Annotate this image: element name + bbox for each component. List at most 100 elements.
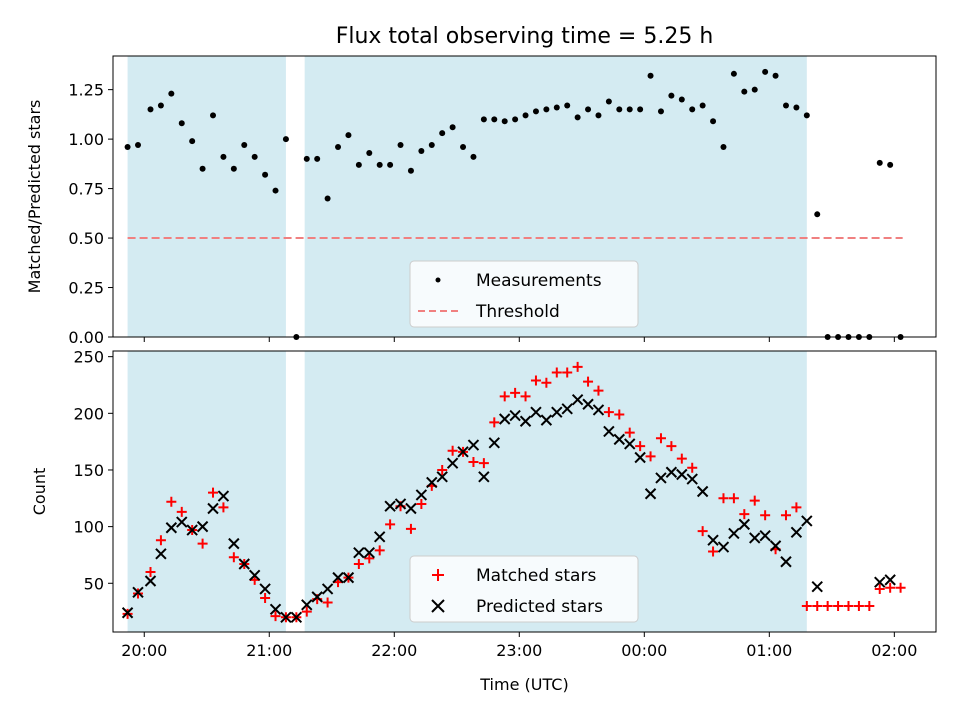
legend-label: Measurements [476, 271, 602, 291]
measurement-point [532, 108, 539, 115]
matched-star-point [551, 367, 562, 378]
matched-star-point [801, 600, 812, 611]
measurement-point [730, 70, 737, 77]
measurement-point [741, 88, 748, 95]
y-tick-label: 250 [73, 348, 104, 367]
predicted-star-point [207, 502, 219, 515]
matched-star-point [260, 593, 271, 604]
measurement-point [366, 149, 373, 156]
matched-star-point [791, 502, 802, 513]
measurement-point [220, 153, 227, 160]
predicted-star-point [415, 489, 428, 501]
measurement-point [314, 155, 321, 162]
measurement-point [135, 142, 142, 149]
predicted-star-point [780, 556, 792, 568]
matched-star-point [166, 496, 177, 507]
predicted-star-point [238, 558, 250, 570]
matched-star-point [530, 375, 541, 386]
measurement-point [793, 104, 800, 111]
y-tick-label: 50 [84, 574, 104, 593]
matched-star-point [843, 600, 854, 611]
measurement-point [241, 142, 248, 149]
y-axis-label: Matched/Predicted stars [25, 100, 44, 294]
matched-star-point [364, 553, 375, 564]
matched-star-point [510, 387, 521, 398]
legend-marker-measurements [435, 277, 441, 283]
matched-star-point [885, 582, 896, 593]
predicted-star-point [498, 413, 511, 425]
matched-star-point [895, 582, 906, 593]
measurement-point [522, 112, 529, 119]
predicted-star-point [561, 403, 573, 415]
matched-star-point [572, 361, 583, 372]
predicted-star-point [405, 502, 417, 515]
measurement-point [762, 68, 769, 75]
matched-star-point [853, 600, 864, 611]
predicted-star-point [228, 537, 240, 550]
predicted-star-point [121, 607, 134, 619]
matched-star-point [666, 441, 677, 452]
legend-label: Threshold [475, 302, 560, 322]
predicted-star-point [509, 409, 521, 422]
matched-star-point [145, 566, 156, 577]
x-tick-label: 23:00 [496, 641, 542, 660]
measurement-point [345, 132, 352, 139]
predicted-star-point [540, 414, 553, 426]
matched-star-point [593, 385, 604, 396]
measurement-point [460, 144, 467, 151]
predicted-star-point [217, 490, 230, 502]
predicted-star-point [457, 446, 469, 458]
measurement-point [595, 112, 602, 119]
matched-star-point [416, 498, 427, 509]
matched-star-point [697, 526, 708, 537]
predicted-star-point [436, 471, 448, 483]
predicted-star-point [176, 516, 188, 528]
matched-star-point [353, 559, 364, 570]
predicted-star-point [290, 611, 303, 623]
predicted-star-point [759, 529, 771, 542]
matched-star-point [468, 457, 479, 468]
predicted-star-point [707, 534, 719, 546]
predicted-star-point [248, 569, 261, 582]
matched-star-point [322, 597, 333, 608]
predicted-star-point [394, 498, 407, 510]
measurement-point [376, 161, 383, 168]
axes-frame [112, 55, 937, 338]
x-tick-label: 22:00 [371, 641, 417, 660]
predicted-star-point [592, 404, 605, 416]
measurement-point [282, 136, 289, 143]
predicted-star-point [259, 583, 271, 595]
measurement-point [303, 155, 310, 162]
measurement-point [355, 161, 362, 168]
measurement-point [124, 144, 131, 151]
measurement-point [553, 104, 560, 111]
predicted-star-point [132, 586, 144, 599]
predicted-star-point [384, 500, 396, 512]
y-tick-label: 1.25 [68, 81, 104, 100]
measurement-point [210, 112, 217, 119]
matched-star-point [624, 427, 635, 438]
matched-star-point [228, 552, 239, 563]
observing-interval [127, 351, 286, 632]
predicted-star-point [321, 583, 334, 595]
predicted-star-point [342, 571, 355, 584]
predicted-star-point [155, 548, 167, 560]
matched-star-point [583, 376, 594, 387]
y-tick-label: 0.25 [68, 279, 104, 298]
measurement-point [564, 102, 571, 109]
matched-star-point [874, 583, 885, 594]
predicted-star-point [144, 575, 157, 587]
measurement-point [689, 106, 696, 113]
count-panel: 50 100 150 200 250 20:00 21:00 22:00 23:00 00:00 0… [30, 348, 937, 694]
measurement-point [772, 72, 779, 79]
matched-star-point [760, 510, 771, 521]
measurement-point [272, 187, 279, 194]
predicted-star-point [571, 394, 584, 406]
measurement-point [814, 211, 821, 218]
predicted-star-point [624, 438, 636, 450]
predicted-star-point [738, 518, 751, 531]
predicted-star-point [884, 574, 896, 586]
measurement-point [199, 165, 206, 172]
measurement-point [449, 124, 456, 131]
